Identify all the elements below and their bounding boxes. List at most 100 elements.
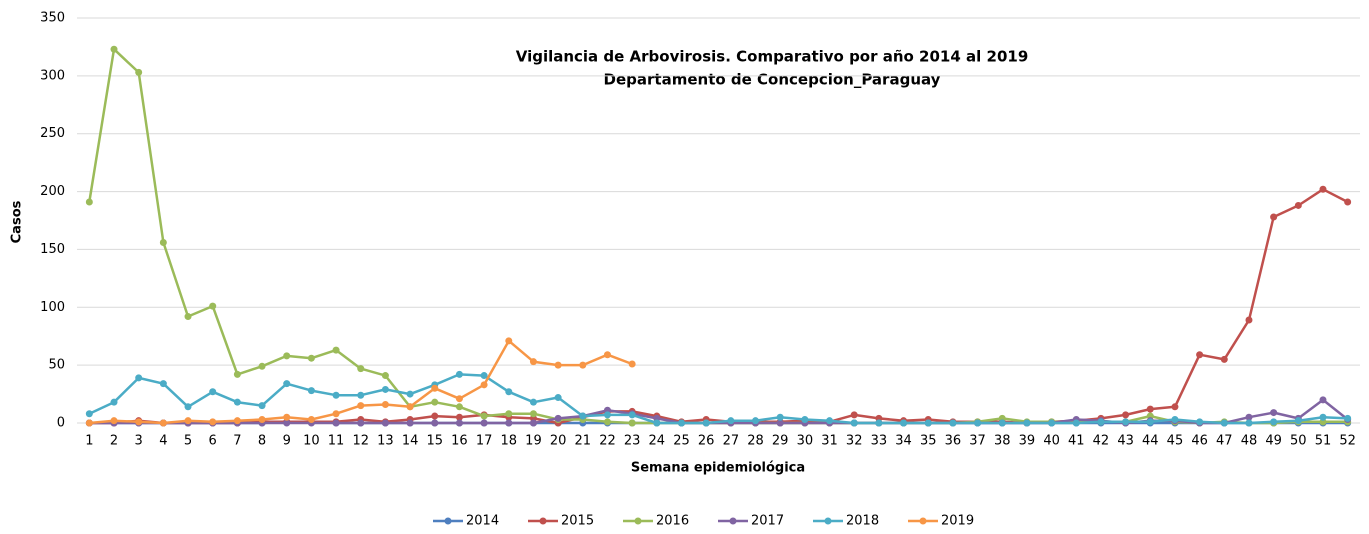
series-marker	[85, 419, 93, 427]
series-marker	[135, 374, 143, 382]
x-tick-label: 12	[352, 434, 369, 449]
x-tick-label: 27	[723, 434, 740, 449]
x-tick-label: 18	[501, 434, 518, 449]
x-tick-label: 22	[599, 434, 616, 449]
x-tick-label: 47	[1216, 434, 1233, 449]
series-marker	[184, 417, 192, 425]
series-marker	[1294, 417, 1302, 425]
series-marker	[480, 372, 488, 380]
x-tick-label: 42	[1093, 434, 1110, 449]
series-marker	[1122, 411, 1130, 419]
series-marker	[776, 413, 784, 421]
series-marker	[1245, 419, 1253, 427]
x-tick-label: 39	[1019, 434, 1036, 449]
x-tick-label: 11	[328, 434, 345, 449]
series-marker	[85, 198, 93, 206]
x-tick-label: 17	[476, 434, 493, 449]
series-marker	[307, 354, 315, 362]
x-tick-label: 40	[1043, 434, 1060, 449]
x-tick-label: 13	[377, 434, 394, 449]
series-marker	[455, 403, 463, 411]
y-tick-label: 0	[57, 416, 65, 431]
x-tick-label: 41	[1068, 434, 1085, 449]
chart-title: Vigilancia de Arbovirosis. Comparativo p…	[516, 48, 1029, 66]
x-tick-label: 46	[1191, 434, 1208, 449]
x-tick-label: 28	[747, 434, 764, 449]
series-marker	[1097, 418, 1105, 426]
x-tick-label: 1	[85, 434, 93, 449]
x-tick-label: 48	[1241, 434, 1258, 449]
y-tick-label: 50	[48, 358, 65, 373]
series-marker	[974, 419, 982, 427]
series-marker	[406, 403, 414, 411]
series-marker	[332, 346, 340, 354]
x-tick-label: 33	[871, 434, 888, 449]
legend-label: 2015	[561, 514, 594, 529]
series-marker	[875, 419, 883, 427]
series-marker	[159, 419, 167, 427]
series-marker	[1023, 419, 1031, 427]
x-tick-label: 2	[110, 434, 118, 449]
series-marker	[283, 419, 291, 427]
series-marker	[1196, 351, 1204, 359]
series-marker	[184, 403, 192, 411]
series-marker	[603, 418, 611, 426]
series-marker	[431, 384, 439, 392]
x-tick-label: 38	[994, 434, 1011, 449]
series-marker	[381, 419, 389, 427]
x-tick-label: 43	[1117, 434, 1134, 449]
series-marker	[258, 402, 266, 410]
x-tick-label: 45	[1167, 434, 1184, 449]
series-marker	[381, 400, 389, 408]
x-tick-label: 52	[1339, 434, 1356, 449]
series-marker	[233, 417, 241, 425]
series-line	[88, 373, 1348, 425]
series-marker	[233, 398, 241, 406]
series-marker	[406, 390, 414, 398]
x-tick-label: 26	[698, 434, 715, 449]
x-tick-label: 9	[283, 434, 291, 449]
series-marker	[1319, 185, 1327, 193]
series-marker	[431, 419, 439, 427]
x-tick-label: 3	[135, 434, 143, 449]
series-marker	[1171, 403, 1179, 411]
series-marker	[1048, 419, 1056, 427]
series-marker	[949, 419, 957, 427]
legend-label: 2018	[846, 514, 879, 529]
x-tick-label: 36	[945, 434, 962, 449]
x-tick-label: 50	[1290, 434, 1307, 449]
series-marker	[455, 413, 463, 421]
series-marker	[406, 419, 414, 427]
series-marker	[752, 417, 760, 425]
series-marker	[307, 416, 315, 424]
series-marker	[776, 419, 784, 427]
y-tick-label: 100	[40, 300, 65, 315]
series-marker	[900, 419, 908, 427]
x-tick-label: 20	[550, 434, 567, 449]
x-tick-label: 14	[402, 434, 419, 449]
series-marker	[455, 370, 463, 378]
series-marker	[110, 45, 118, 53]
series-marker	[1171, 416, 1179, 424]
series-marker	[1245, 316, 1253, 324]
x-tick-label: 15	[426, 434, 443, 449]
x-tick-label: 32	[846, 434, 863, 449]
series-marker	[1146, 418, 1154, 426]
x-tick-label: 30	[797, 434, 814, 449]
x-tick-label: 4	[159, 434, 167, 449]
x-tick-label: 25	[673, 434, 690, 449]
x-tick-label: 34	[895, 434, 912, 449]
series-marker	[579, 412, 587, 420]
series-marker	[283, 380, 291, 388]
legend-marker	[539, 517, 547, 525]
series-marker	[1270, 213, 1278, 221]
series-marker	[1294, 201, 1302, 209]
series-marker	[505, 337, 513, 345]
series-marker	[505, 410, 513, 418]
x-axis-title: Semana epidemiológica	[631, 461, 805, 476]
series-marker	[850, 419, 858, 427]
series-marker	[85, 410, 93, 418]
series-marker	[135, 418, 143, 426]
series-marker	[184, 313, 192, 321]
chart-subtitle: Departamento de Concepcion_Paraguay	[604, 71, 941, 89]
